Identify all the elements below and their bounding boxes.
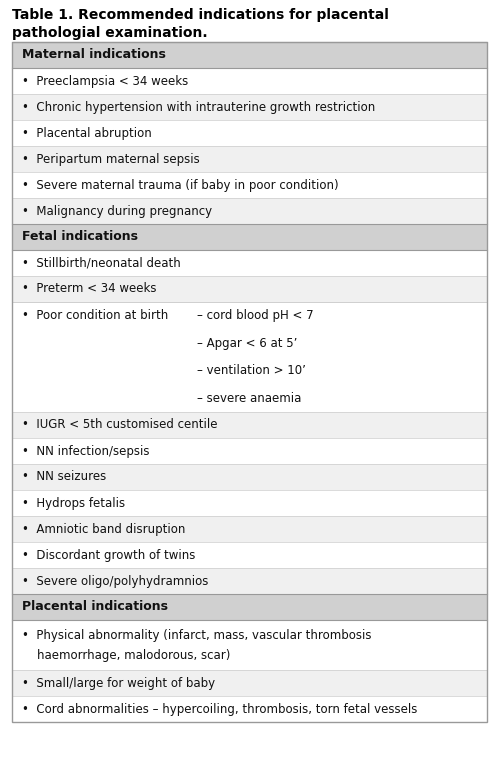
Text: •  Cord abnormalities – hypercoiling, thrombosis, torn fetal vessels: • Cord abnormalities – hypercoiling, thr… — [22, 703, 417, 716]
Text: •  Discordant growth of twins: • Discordant growth of twins — [22, 549, 196, 562]
Bar — [12, 516, 487, 542]
Bar — [12, 620, 487, 670]
Text: •  Peripartum maternal sepsis: • Peripartum maternal sepsis — [22, 153, 200, 166]
Bar — [12, 594, 487, 620]
Text: •  Malignancy during pregnancy: • Malignancy during pregnancy — [22, 205, 212, 218]
Bar — [12, 542, 487, 568]
Text: •  Chronic hypertension with intrauterine growth restriction: • Chronic hypertension with intrauterine… — [22, 101, 375, 114]
Bar — [12, 438, 487, 464]
Bar — [12, 250, 487, 276]
Text: Fetal indications: Fetal indications — [22, 231, 138, 244]
Text: – Apgar < 6 at 5’: – Apgar < 6 at 5’ — [197, 337, 297, 350]
Bar — [12, 172, 487, 198]
Text: •  Severe oligo/polyhydramnios: • Severe oligo/polyhydramnios — [22, 575, 209, 588]
Text: Maternal indications: Maternal indications — [22, 48, 166, 61]
Text: •  Preeclampsia < 34 weeks: • Preeclampsia < 34 weeks — [22, 75, 188, 88]
Text: Table 1. Recommended indications for placental: Table 1. Recommended indications for pla… — [12, 8, 389, 22]
Text: •  NN seizures: • NN seizures — [22, 471, 106, 484]
Bar — [12, 568, 487, 594]
Text: Placental indications: Placental indications — [22, 601, 168, 613]
Text: •  Severe maternal trauma (if baby in poor condition): • Severe maternal trauma (if baby in poo… — [22, 179, 339, 192]
Bar — [12, 490, 487, 516]
Bar — [12, 224, 487, 250]
Text: •  Amniotic band disruption: • Amniotic band disruption — [22, 523, 185, 536]
Text: •  NN infection/sepsis: • NN infection/sepsis — [22, 445, 150, 458]
Bar — [12, 146, 487, 172]
Bar — [12, 68, 487, 94]
Bar — [12, 412, 487, 438]
Text: •  Stillbirth/neonatal death: • Stillbirth/neonatal death — [22, 257, 181, 270]
Text: •  Poor condition at birth: • Poor condition at birth — [22, 309, 168, 322]
Text: •  Preterm < 34 weeks: • Preterm < 34 weeks — [22, 283, 157, 296]
Bar — [12, 198, 487, 224]
Bar — [12, 94, 487, 120]
Bar — [12, 696, 487, 722]
Text: •  Hydrops fetalis: • Hydrops fetalis — [22, 497, 125, 510]
Bar — [12, 464, 487, 490]
Text: •  IUGR < 5th customised centile: • IUGR < 5th customised centile — [22, 419, 218, 432]
Text: •  Small/large for weight of baby: • Small/large for weight of baby — [22, 676, 215, 689]
Text: •  Placental abruption: • Placental abruption — [22, 127, 152, 140]
Bar — [12, 42, 487, 68]
Text: – severe anaemia: – severe anaemia — [197, 392, 301, 405]
Bar — [12, 276, 487, 302]
Text: pathologial examination.: pathologial examination. — [12, 26, 208, 40]
Text: – cord blood pH < 7: – cord blood pH < 7 — [197, 309, 314, 322]
Bar — [12, 42, 487, 722]
Bar — [12, 302, 487, 412]
Text: – ventilation > 10’: – ventilation > 10’ — [197, 364, 306, 377]
Bar — [12, 120, 487, 146]
Bar — [12, 670, 487, 696]
Text: haemorrhage, malodorous, scar): haemorrhage, malodorous, scar) — [22, 649, 231, 662]
Text: •  Physical abnormality (infarct, mass, vascular thrombosis: • Physical abnormality (infarct, mass, v… — [22, 629, 371, 642]
